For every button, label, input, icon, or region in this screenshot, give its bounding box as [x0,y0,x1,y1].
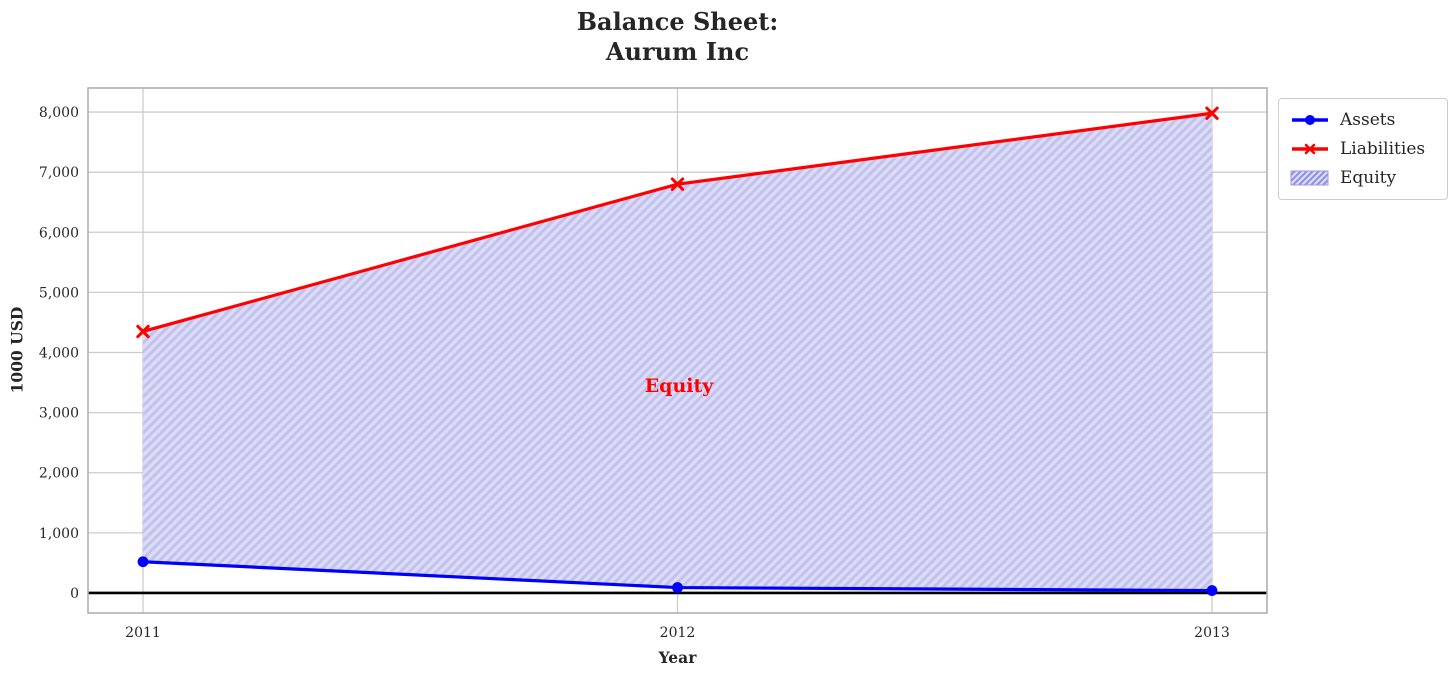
legend-entry-equity: Equity [1290,166,1436,190]
circle-marker-assets [672,582,683,593]
y-axis-label: 1000 USD [7,306,27,394]
chart-title-line1: Balance Sheet: [576,7,779,36]
equity-annotation: Equity [644,375,714,397]
legend-label-assets: Assets [1340,110,1396,130]
circle-marker-assets [1206,585,1218,596]
legend-label-liabilities: Liabilities [1340,139,1426,159]
equity-area [143,113,1212,591]
x-axis-label: Year [658,648,697,667]
liabilities-line-icon [1292,143,1328,155]
chart-title-line2: Aurum Inc [605,37,750,66]
assets-line-icon [1292,115,1328,125]
x-tick-label: 2013 [1194,625,1230,641]
y-tick-label: 2,000 [39,466,79,482]
plot-border [87,87,1268,614]
equity-patch-icon [1290,170,1329,186]
y-tick-label: 8,000 [39,105,79,121]
legend-entry-liabilities: Liabilities [1290,137,1436,161]
y-tick-label: 4,000 [39,346,79,362]
y-tick-label: 1,000 [39,526,79,542]
y-tick-label: 6,000 [39,225,79,241]
x-marker-liabilities [670,177,685,191]
x-tick-label: 2012 [660,625,696,641]
x-marker-liabilities [136,324,150,339]
y-tick-label: 3,000 [39,406,79,422]
legend-label-equity: Equity [1340,168,1397,188]
y-tick-label: 5,000 [39,285,79,301]
y-tick-label: 0 [70,586,79,602]
chart-title: Balance Sheet: Aurum Inc [88,7,1267,67]
y-tick-label: 7,000 [39,165,79,181]
circle-marker-assets [137,556,149,568]
legend-entry-assets: Assets [1290,108,1436,132]
x-tick-label: 2011 [125,625,161,641]
x-marker-liabilities [1205,106,1219,120]
legend: Assets Liabilities Equity [1278,98,1448,200]
